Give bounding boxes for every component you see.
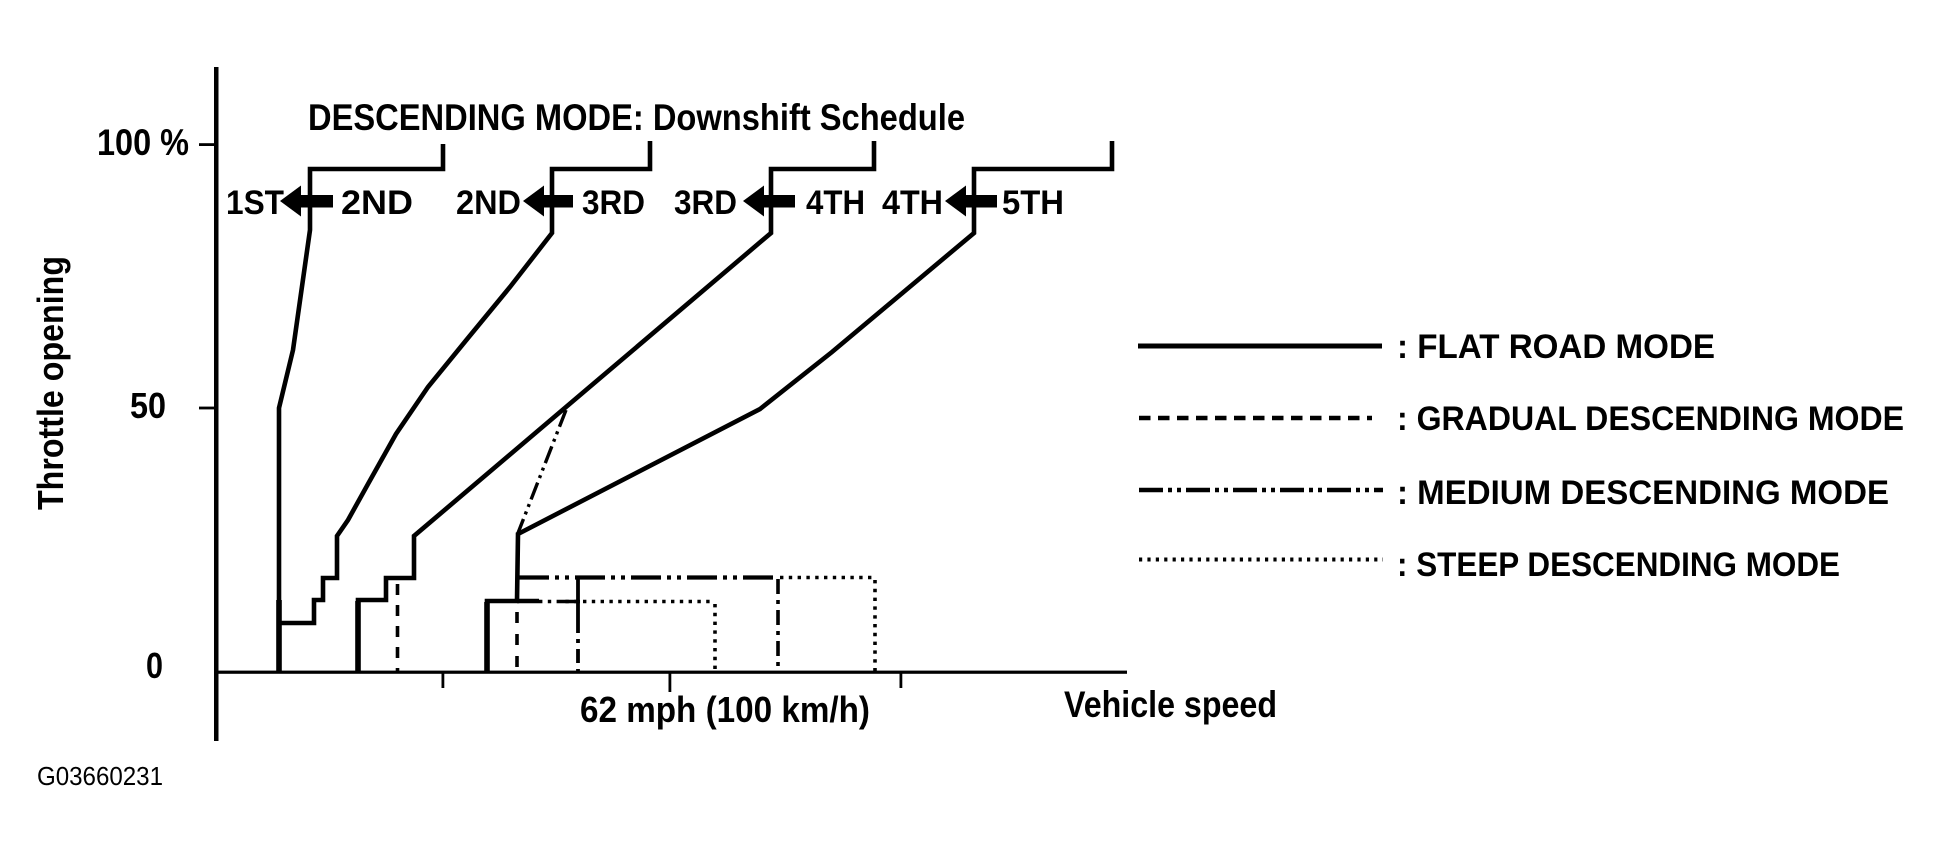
svg-text:3RD: 3RD [582,184,645,222]
svg-text:: FLAT ROAD MODE: : FLAT ROAD MODE [1397,328,1715,366]
svg-text:62 mph (100 km/h): 62 mph (100 km/h) [580,689,870,730]
svg-text:3RD: 3RD [674,184,737,222]
svg-text:2ND: 2ND [341,184,413,222]
svg-text:2ND: 2ND [456,184,521,222]
svg-text:Vehicle speed: Vehicle speed [1064,684,1277,725]
svg-text:DESCENDING MODE: Downshift Sch: DESCENDING MODE: Downshift Schedule [308,97,965,138]
svg-text:1ST: 1ST [226,184,284,222]
svg-text:100 %: 100 % [97,122,189,163]
svg-text:: STEEP DESCENDING MODE: : STEEP DESCENDING MODE [1397,546,1840,584]
svg-text:: MEDIUM DESCENDING MODE: : MEDIUM DESCENDING MODE [1397,474,1889,512]
svg-text:0: 0 [146,645,163,686]
svg-text:: GRADUAL DESCENDING MODE: : GRADUAL DESCENDING MODE [1397,400,1904,438]
svg-text:5TH: 5TH [1002,184,1064,222]
svg-text:G03660231: G03660231 [37,761,163,791]
svg-text:Throttle opening: Throttle opening [30,256,71,510]
svg-text:4TH: 4TH [882,184,943,222]
svg-text:4TH: 4TH [806,184,865,222]
svg-text:50: 50 [130,385,166,426]
